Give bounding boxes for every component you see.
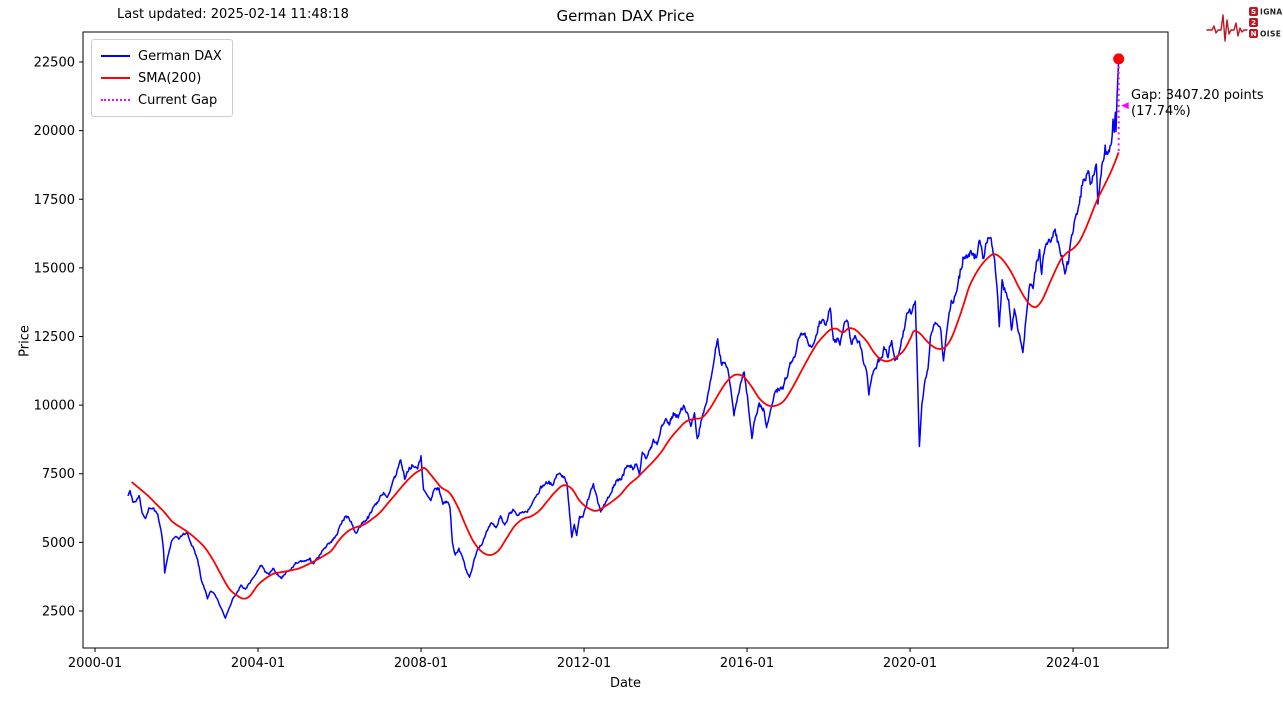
legend-label: German DAX [138,48,222,64]
y-tick-label: 2500 [42,604,75,619]
legend-item-current-gap: Current Gap [101,89,222,111]
svg-text:OISE: OISE [1260,30,1281,39]
y-tick-label: 5000 [42,536,75,551]
blue-line-sample-icon [101,55,130,57]
y-tick-label: 12500 [34,330,75,345]
axes-spines [82,31,1169,649]
x-tick-label: 2020-01 [883,656,937,671]
heartbeat-waveform-icon [1206,14,1248,42]
x-tick-label: 2000-01 [68,656,122,671]
legend-label: SMA(200) [138,70,202,86]
y-tick-label: 7500 [42,467,75,482]
red-line-sample-icon [101,77,130,79]
legend-label: Current Gap [138,92,218,108]
svg-text:N: N [1251,30,1257,38]
gap-annotation-line1: Gap: 3407.20 points [1131,88,1264,103]
x-tick-label: 2012-01 [557,656,611,671]
y-tick-label: 20000 [34,124,75,139]
logo-text: S IGNAL 2 N OISE [1249,7,1282,39]
last-updated-text: Last updated: 2025-02-14 11:48:18 [117,7,349,22]
x-tick-label: 2004-01 [231,656,285,671]
y-tick-label: 15000 [34,261,75,276]
chart-title: German DAX Price [556,7,695,25]
x-tick-label: 2008-01 [394,656,448,671]
annotation-arrow-icon [1121,102,1129,110]
svg-text:S: S [1251,8,1256,16]
y-tick-label: 17500 [34,193,75,208]
legend: German DAX SMA(200) Current Gap [91,39,233,117]
y-tick-label: 22500 [34,56,75,71]
sma200-line [131,152,1120,600]
magenta-dotted-sample-icon [101,99,130,101]
signal2noise-logo: S IGNAL 2 N OISE [1206,7,1282,42]
gap-annotation: Gap: 3407.20 points (17.74%) [1131,88,1264,120]
legend-item-german-dax: German DAX [101,45,222,67]
x-tick-label: 2024-01 [1046,656,1100,671]
german-dax-line [127,58,1120,619]
latest-price-dot [1113,53,1125,65]
y-axis-label: Price [17,325,33,357]
legend-item-sma200: SMA(200) [101,67,222,89]
svg-text:2: 2 [1251,19,1256,27]
svg-text:IGNAL: IGNAL [1260,8,1282,17]
x-tick-label: 2016-01 [720,656,774,671]
gap-annotation-line2: (17.74%) [1131,104,1191,119]
x-axis-label: Date [609,676,642,691]
y-tick-label: 10000 [34,399,75,414]
